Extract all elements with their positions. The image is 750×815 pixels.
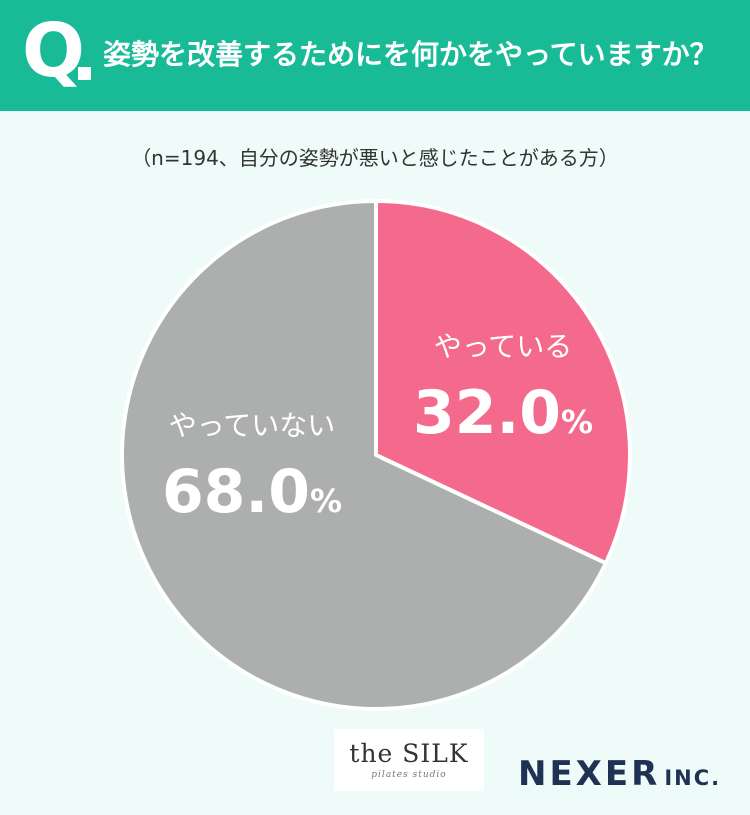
- nexer-logo-inc: INC.: [664, 766, 722, 790]
- slice-value-yes-pct: %: [561, 403, 594, 441]
- the-silk-logo-text: the SILK: [349, 739, 469, 768]
- slice-value-yes-number: 32.0: [413, 378, 562, 448]
- slice-label-yes: やっている 32.0%: [413, 330, 593, 444]
- slice-value-no-pct: %: [309, 482, 343, 520]
- q-dot-icon: [78, 67, 91, 80]
- nexer-logo: NEXER INC.: [518, 754, 721, 794]
- pie-slice-yes: [374, 199, 632, 566]
- slice-name-yes: やっている: [433, 330, 573, 363]
- the-silk-logo: the SILK pilates studio: [334, 729, 484, 791]
- pie-slice-no: [120, 199, 608, 711]
- header-banner: Q 姿勢を改善するためにを何かをやっていますか？: [0, 0, 750, 111]
- slice-value-no: 68.0%: [152, 462, 352, 522]
- slice-value-no-number: 68.0: [161, 457, 310, 527]
- sample-note: （n=194、自分の姿勢が悪いと感じたことがある方）: [131, 146, 619, 170]
- question-text: 姿勢を改善するためにを何かをやっていますか？: [103, 38, 718, 71]
- the-silk-logo-subtext: pilates studio: [371, 770, 447, 780]
- slice-name-no: やっていない: [168, 409, 336, 442]
- slice-label-no: やっていない 68.0%: [152, 409, 352, 523]
- slice-value-yes: 32.0%: [413, 383, 593, 443]
- nexer-logo-text: NEXER: [518, 754, 661, 794]
- q-mark: Q: [22, 8, 85, 94]
